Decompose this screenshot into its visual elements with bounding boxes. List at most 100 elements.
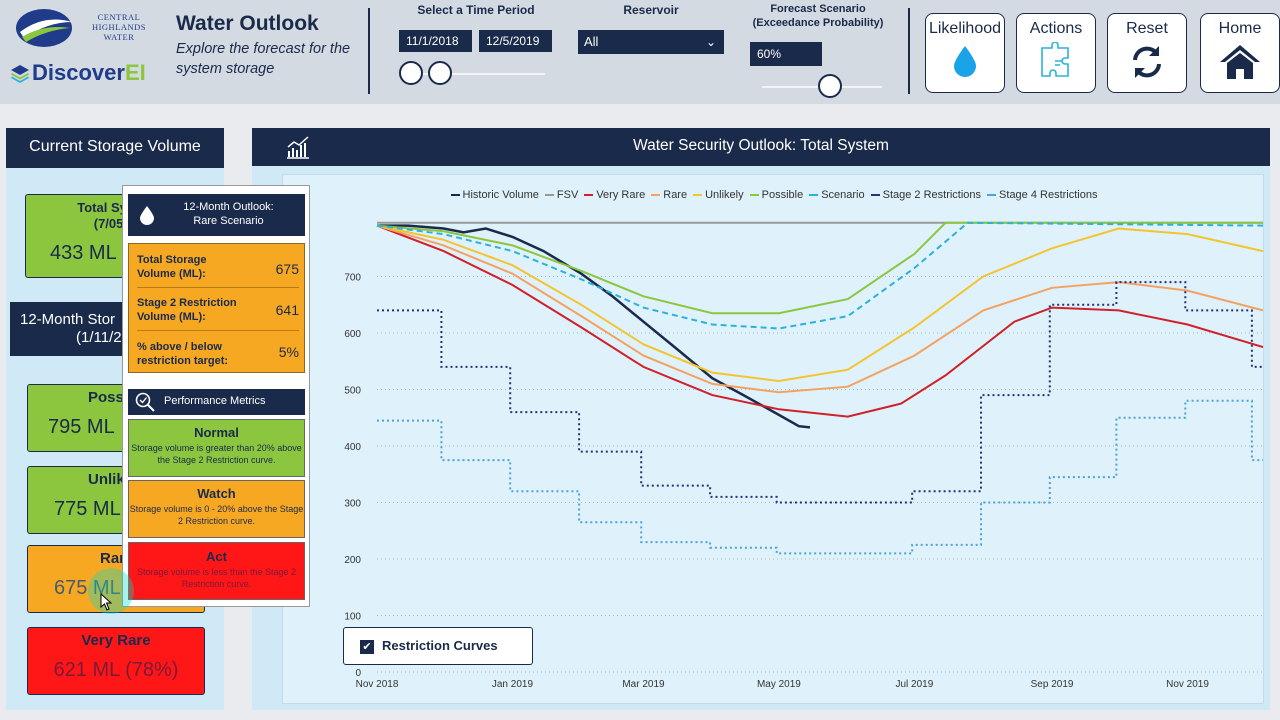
y-tick-label: 200: [344, 555, 361, 566]
legend-label: Stage 2 Restrictions: [882, 189, 982, 201]
legend-swatch: [651, 194, 661, 197]
scenario-value-input[interactable]: 60%: [750, 42, 822, 66]
tooltip-stats: Total Storage Volume (ML): 675 Stage 2 Re…: [128, 243, 305, 373]
date-slider-track[interactable]: [405, 73, 545, 75]
scenario-card-very-rare[interactable]: Very Rare 621 ML (78%): [27, 627, 205, 695]
likelihood-button[interactable]: Likelihood: [925, 13, 1005, 93]
restriction-curves-checkbox[interactable]: ✔ Restriction Curves: [343, 627, 533, 665]
chevron-down-icon: ⌄: [705, 35, 716, 49]
legend-swatch: [987, 194, 997, 197]
scenario-card-value: 775 ML: [54, 498, 121, 520]
checkmark-icon: ✔: [360, 640, 374, 654]
time-period-label: Select a Time Period: [417, 3, 535, 17]
actions-label: Actions: [1029, 20, 1083, 37]
chart-header: Water Security Outlook: Total System: [252, 128, 1270, 166]
scenario-card-title: Unlik: [88, 471, 125, 488]
metric-title: Act: [206, 549, 227, 564]
x-tick-label: Jan 2019: [492, 679, 534, 690]
series-line-stage-4-restrictions: [377, 399, 1263, 555]
scenario-card-value: 621 ML (78%): [53, 659, 179, 681]
x-tick-label: Sep 2019: [1031, 679, 1074, 690]
divider: [368, 8, 370, 94]
start-date-input[interactable]: 11/1/2018: [399, 30, 472, 52]
metric-description: Storage volume is greater than 20% above…: [131, 443, 302, 465]
date-slider-end-handle[interactable]: [428, 61, 452, 85]
scenario-card-value: 675 ML: [54, 577, 121, 599]
scenario-card-title: Poss: [88, 389, 124, 406]
home-label: Home: [1218, 20, 1262, 37]
end-date-input[interactable]: 12/5/2019: [479, 30, 552, 52]
divider: [908, 8, 910, 94]
x-tick-label: Mar 2019: [622, 679, 665, 690]
water-outlook-chart[interactable]: 0 100 200 300 400 500 600 700 Nov 2018 Jan 2019 Ma…: [283, 175, 1265, 705]
metric-title: Normal: [194, 425, 239, 440]
app-subtitle: Explore the forecast for the system stor…: [176, 41, 351, 77]
legend-label: Stage 4 Restrictions: [999, 189, 1098, 201]
legend-item[interactable]: Possible: [749, 189, 803, 201]
top-bar: CENTRAL HIGHLANDS WATER DiscoverEI Water…: [0, 0, 1280, 104]
legend-item[interactable]: Rare: [651, 189, 687, 201]
scenario-card-value: 795 ML: [48, 416, 115, 438]
scenario-card-title: Very Rare: [81, 632, 151, 649]
series-line-stage-2-restrictions: [377, 281, 1263, 504]
chart-panel: Water Security Outlook: Total System His…: [252, 128, 1270, 710]
mouse-cursor-highlight: [88, 568, 134, 614]
outlook-title: 12-Month Stor (1/11/2: [20, 311, 122, 346]
stat-label: Total Storage Volume (ML):: [137, 254, 207, 280]
legend-item[interactable]: Stage 2 Restrictions: [870, 189, 982, 201]
tooltip-stat-row: Total Storage Volume (ML): 675: [137, 248, 299, 288]
legend-swatch: [693, 194, 703, 197]
legend-item[interactable]: FSV: [544, 189, 578, 201]
water-drop-logo-icon: [16, 9, 72, 47]
home-icon: [1220, 45, 1260, 79]
tooltip-title: 12-Month Outlook: Rare Scenario: [183, 201, 274, 227]
legend-item[interactable]: Very Rare: [584, 189, 645, 201]
legend-label: Scenario: [821, 189, 865, 201]
legend-swatch: [809, 194, 819, 197]
metrics-header: Performance Metrics: [128, 389, 305, 415]
metrics-title: Performance Metrics: [164, 395, 266, 407]
legend-swatch: [749, 194, 759, 197]
y-tick-label: 400: [344, 442, 361, 453]
current-storage-title: Current Storage Volume: [29, 138, 201, 155]
current-storage-header: Current Storage Volume: [6, 128, 224, 168]
legend-item[interactable]: Stage 4 Restrictions: [987, 189, 1097, 201]
app-title: Water Outlook: [176, 12, 319, 35]
central-highlands-water-logo: CENTRAL HIGHLANDS WATER: [14, 6, 154, 50]
line-chart-icon: [287, 136, 309, 159]
legend-item[interactable]: Historic Volume: [450, 189, 539, 201]
reset-button[interactable]: Reset: [1107, 13, 1187, 93]
mouse-pointer-icon: [100, 593, 112, 611]
scenario-card-title: Rar: [100, 550, 126, 567]
actions-button[interactable]: Actions: [1016, 13, 1096, 93]
reset-label: Reset: [1126, 20, 1168, 37]
x-tick-label: Nov 2018: [356, 679, 399, 690]
legend-label: Very Rare: [596, 189, 646, 201]
y-tick-label: 500: [344, 386, 361, 397]
reservoir-value: All: [584, 34, 599, 49]
stat-value: 675: [275, 261, 299, 277]
tooltip-stat-row: % above / below restriction target: 5%: [137, 334, 299, 370]
chart-title: Water Security Outlook: Total System: [633, 137, 889, 154]
metric-description: Storage volume is 0 - 20% above the Stag…: [129, 504, 304, 526]
home-button[interactable]: Home: [1200, 13, 1280, 93]
legend-label: Rare: [663, 189, 688, 201]
legend-swatch: [870, 194, 880, 197]
water-drop-icon: [140, 206, 154, 225]
legend-item[interactable]: Scenario: [809, 189, 865, 201]
metric-normal: Normal Storage volume is greater than 20…: [128, 419, 305, 477]
legend-swatch: [584, 194, 594, 197]
y-tick-label: 300: [344, 499, 361, 510]
legend-swatch: [544, 194, 554, 197]
tooltip-stat-row: Stage 2 Restriction Volume (ML): 641: [137, 291, 299, 331]
legend-item[interactable]: Unlikely: [693, 189, 744, 201]
total-system-value: 433 ML: [50, 242, 117, 264]
date-slider-start-handle[interactable]: [399, 61, 423, 85]
org-name: CENTRAL HIGHLANDS WATER: [91, 12, 147, 42]
reservoir-label: Reservoir: [623, 3, 679, 17]
scenario-slider-handle[interactable]: [818, 74, 842, 98]
reservoir-dropdown[interactable]: All ⌄: [578, 30, 724, 54]
chart-area[interactable]: Historic Volume FSV Very Rare Rare Unlikely P…: [282, 174, 1264, 704]
brand-prefix: Discover: [32, 60, 125, 85]
layers-icon: [11, 65, 29, 83]
